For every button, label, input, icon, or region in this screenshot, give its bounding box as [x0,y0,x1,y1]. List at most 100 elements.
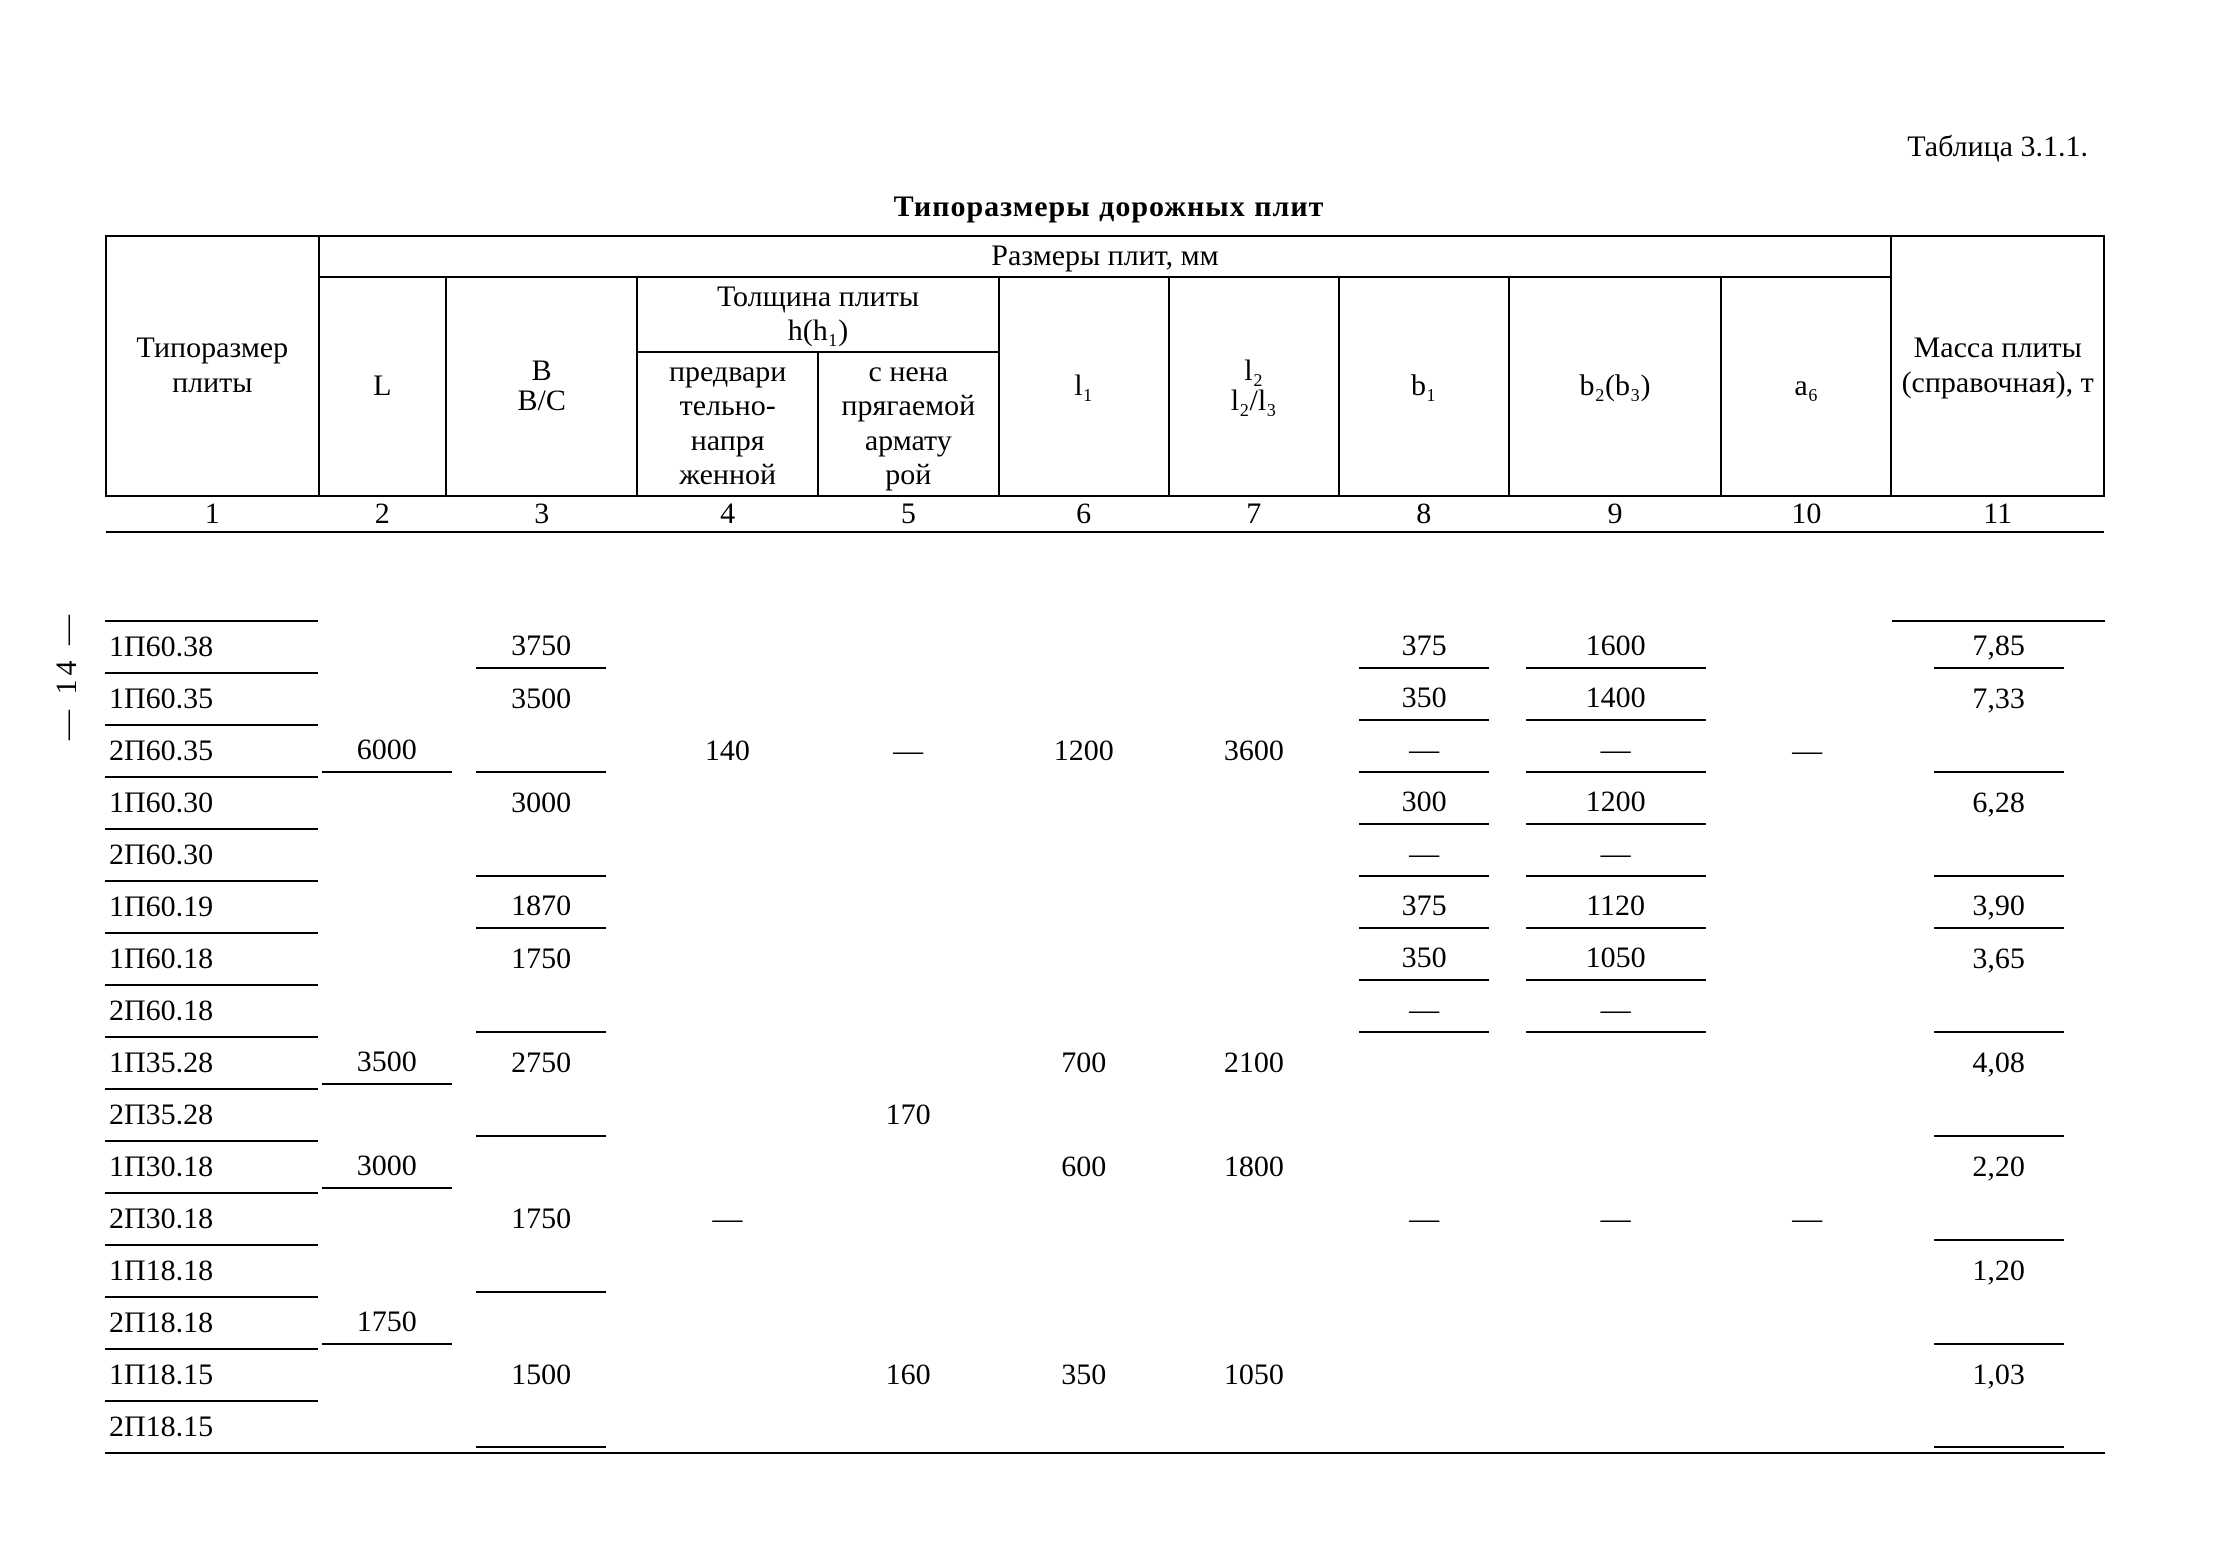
cell-typesize: 1П30.18 [105,1141,318,1193]
cell-typesize: 1П60.38 [105,621,318,673]
cell-b2: 1120 [1509,881,1722,933]
hdr-l2: l₂l₂/l₃ [1169,277,1339,496]
cell-l1: 350 [999,1349,1169,1401]
table-row: 1П35.283500275070021004,08 [105,1037,2105,1089]
cell-L [318,829,446,881]
cell-h1 [637,1141,818,1193]
cell-b1 [1339,1037,1509,1089]
cell-a6 [1722,777,1892,829]
hdr-colnum: 3 [446,496,637,533]
cell-a6 [1722,673,1892,725]
table-row: 1П60.30300030012006,28 [105,777,2105,829]
cell-l2 [1169,621,1339,673]
cell-l1: 600 [999,1141,1169,1193]
cell-L [318,881,446,933]
cell-b2 [1509,1037,1722,1089]
cell-B: 2750 [445,1037,636,1089]
hdr-colnum: 6 [999,496,1169,533]
cell-a6 [1722,985,1892,1037]
table-row: 1П60.38375037516007,85 [105,621,2105,673]
cell-L: 3500 [318,1037,446,1089]
cell-h2 [818,1141,999,1193]
cell-b1: — [1339,1193,1509,1245]
cell-mass [1892,1401,2105,1453]
hdr-typesize: Типоразмер плиты [106,236,319,496]
table-row: 2П18.15 [105,1401,2105,1453]
cell-b1: — [1339,725,1509,777]
cell-l1 [999,673,1169,725]
cell-L: 6000 [318,725,446,777]
cell-b1: 375 [1339,621,1509,673]
table-row: 2П35.28 170 [105,1089,2105,1141]
cell-l2 [1169,1245,1339,1297]
table-header: Типоразмер плиты Размеры плит, мм Масса … [105,235,2105,533]
table-row: 1П30.18300060018002,20 [105,1141,2105,1193]
cell-mass [1892,1297,2105,1349]
cell-L [318,1089,446,1141]
cell-l1: 1200 [999,725,1169,777]
cell-l1 [999,933,1169,985]
table-row: 2П60.356000 140—12003600——— [105,725,2105,777]
cell-l1 [999,1297,1169,1349]
hdr-mass: Масса плиты (справочная), т [1891,236,2104,496]
cell-a6: — [1722,725,1892,777]
hdr-th-b: с нена­ прягаемой армату­ рой [818,352,999,496]
cell-B [445,1089,636,1141]
cell-b2 [1509,1349,1722,1401]
cell-h1 [637,933,818,985]
cell-l1 [999,881,1169,933]
cell-b1 [1339,1401,1509,1453]
cell-mass: 3,90 [1892,881,2105,933]
hdr-dims: Размеры плит, мм [319,236,1892,277]
cell-b2: — [1509,725,1722,777]
cell-L [318,985,446,1037]
hdr-colnum: 1 [106,496,319,533]
cell-l2 [1169,1193,1339,1245]
cell-L [318,673,446,725]
cell-B [445,1245,636,1297]
hdr-th-a: предвари­ тельно- напря­ женной [637,352,818,496]
cell-h2: 160 [818,1349,999,1401]
page-number: — 14 — [50,611,84,740]
hdr-colnum: 9 [1509,496,1722,533]
cell-typesize: 1П18.18 [105,1245,318,1297]
cell-l2: 1800 [1169,1141,1339,1193]
cell-b2: 1600 [1509,621,1722,673]
cell-B [445,725,636,777]
cell-B: 3750 [445,621,636,673]
cell-h2 [818,829,999,881]
cell-h2 [818,1297,999,1349]
hdr-colnum: 8 [1339,496,1509,533]
cell-L [318,1401,446,1453]
cell-h1 [637,881,818,933]
table-title: Типоразмеры дорожных плит [0,190,2218,224]
cell-b1: 350 [1339,933,1509,985]
cell-h2 [818,673,999,725]
cell-mass: 2,20 [1892,1141,2105,1193]
cell-b2 [1509,1245,1722,1297]
cell-l2 [1169,985,1339,1037]
cell-b2: — [1509,985,1722,1037]
cell-B: 1750 [445,933,636,985]
cell-b2: 1400 [1509,673,1722,725]
cell-a6 [1722,1349,1892,1401]
cell-h2 [818,777,999,829]
cell-h1 [637,1037,818,1089]
hdr-colnum: 10 [1721,496,1891,533]
cell-B: 3000 [445,777,636,829]
cell-l2 [1169,1089,1339,1141]
cell-B: 1870 [445,881,636,933]
cell-h1 [637,673,818,725]
table-label: Таблица 3.1.1. [1907,130,2088,164]
cell-B [445,1401,636,1453]
cell-a6 [1722,1141,1892,1193]
cell-l1 [999,1401,1169,1453]
cell-mass [1892,1193,2105,1245]
cell-l2: 3600 [1169,725,1339,777]
cell-b1 [1339,1089,1509,1141]
cell-a6 [1722,1037,1892,1089]
cell-l1: 700 [999,1037,1169,1089]
cell-b1 [1339,1349,1509,1401]
cell-l2 [1169,933,1339,985]
cell-l2: 1050 [1169,1349,1339,1401]
